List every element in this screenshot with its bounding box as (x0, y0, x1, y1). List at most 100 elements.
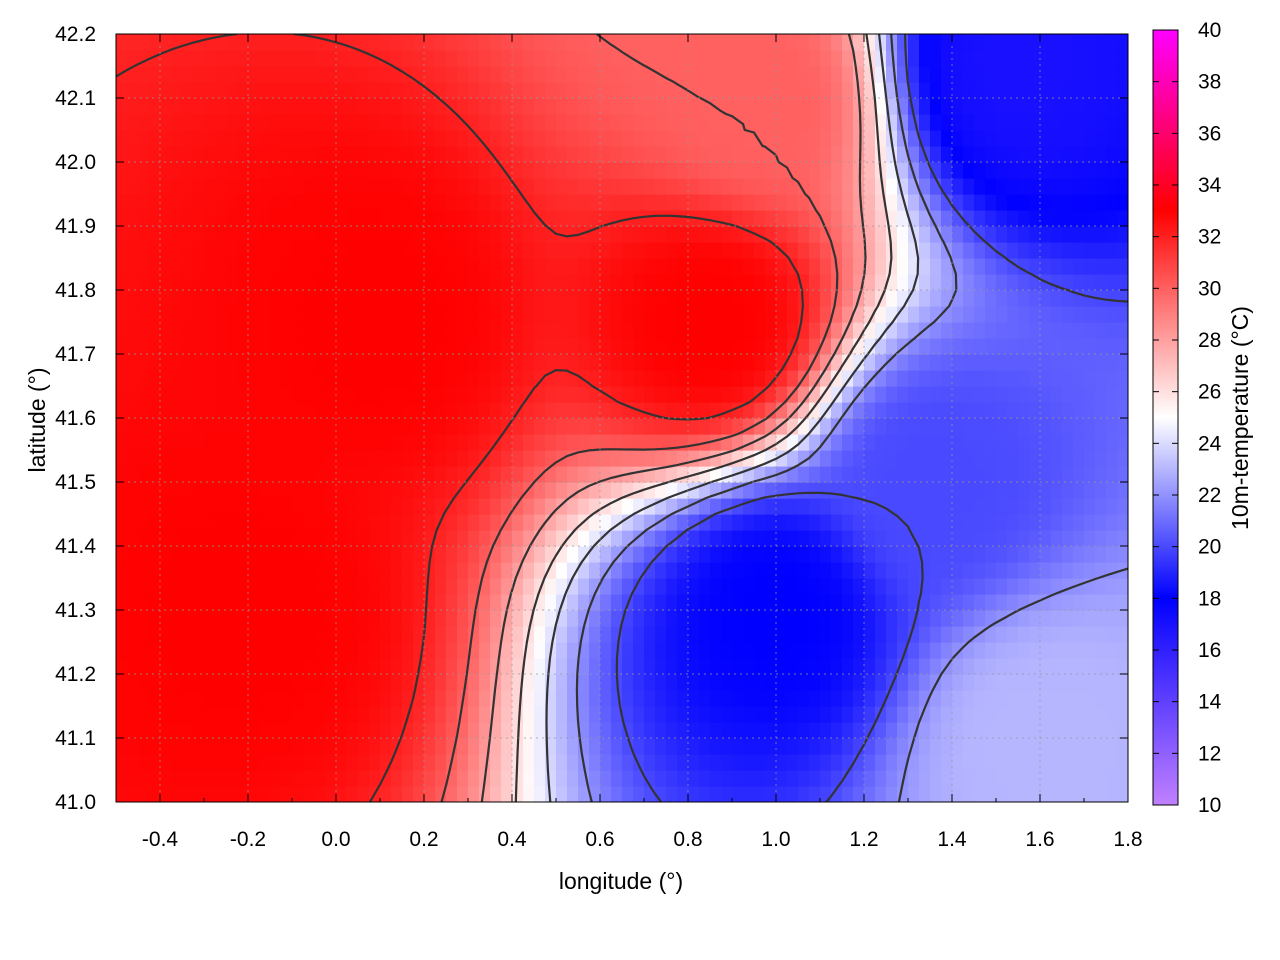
heatmap-cell (666, 786, 678, 802)
heatmap-cell (501, 82, 513, 99)
heatmap-cell (336, 546, 348, 563)
heatmap-cell (985, 66, 997, 83)
heatmap-cell (655, 82, 667, 99)
heatmap-cell (1029, 658, 1041, 675)
heatmap-cell (897, 418, 909, 435)
heatmap-cell (281, 50, 293, 67)
heatmap-cell (930, 242, 942, 259)
heatmap-cell (347, 530, 359, 547)
heatmap-cell (974, 546, 986, 563)
heatmap-cell (1007, 434, 1019, 451)
heatmap-cell (1051, 786, 1063, 802)
heatmap-cell (864, 722, 876, 739)
heatmap-cell (919, 114, 931, 131)
heatmap-cell (523, 658, 535, 675)
heatmap-cell (468, 274, 480, 291)
heatmap-cell (655, 418, 667, 435)
heatmap-cell (116, 226, 128, 243)
heatmap-cell (754, 338, 766, 355)
heatmap-cell (820, 82, 832, 99)
heatmap-cell (1084, 530, 1096, 547)
heatmap-cell (820, 306, 832, 323)
heatmap-cell (380, 258, 392, 275)
heatmap-cell (369, 738, 381, 755)
heatmap-cell (380, 610, 392, 627)
heatmap-cell (534, 242, 546, 259)
heatmap-cell (677, 242, 689, 259)
heatmap-cell (941, 114, 953, 131)
heatmap-cell (699, 418, 711, 435)
heatmap-cell (314, 370, 326, 387)
heatmap-cell (1117, 146, 1128, 163)
heatmap-cell (149, 130, 161, 147)
heatmap-cell (523, 754, 535, 771)
heatmap-cell (1084, 114, 1096, 131)
colorbar-tick-label: 20 (1198, 536, 1221, 559)
heatmap-cell (1062, 146, 1074, 163)
heatmap-cell (897, 226, 909, 243)
heatmap-cell (215, 354, 227, 371)
heatmap-cell (1117, 402, 1128, 419)
heatmap-cell (567, 258, 579, 275)
heatmap-cell (897, 306, 909, 323)
heatmap-cell (116, 594, 128, 611)
heatmap-cell (996, 578, 1008, 595)
heatmap-cell (215, 754, 227, 771)
heatmap-cell (985, 354, 997, 371)
heatmap-cell (853, 242, 865, 259)
heatmap-cell (149, 706, 161, 723)
heatmap-cell (699, 258, 711, 275)
heatmap-cell (600, 706, 612, 723)
heatmap-cell (116, 722, 128, 739)
heatmap-cell (138, 450, 150, 467)
heatmap-cell (237, 674, 249, 691)
heatmap-cell (633, 770, 645, 787)
heatmap-cell (655, 690, 667, 707)
heatmap-cell (864, 786, 876, 802)
heatmap-cell (1062, 418, 1074, 435)
heatmap-cell (633, 226, 645, 243)
heatmap-cell (853, 658, 865, 675)
heatmap-cell (633, 562, 645, 579)
heatmap-cell (952, 658, 964, 675)
heatmap-cell (303, 354, 315, 371)
heatmap-cell (721, 322, 733, 339)
heatmap-cell (864, 610, 876, 627)
heatmap-cell (1095, 130, 1107, 147)
heatmap-cell (204, 66, 216, 83)
heatmap-cell (435, 578, 447, 595)
heatmap-cell (930, 34, 942, 51)
heatmap-cell (655, 370, 667, 387)
heatmap-cell (798, 770, 810, 787)
heatmap-cell (1062, 498, 1074, 515)
heatmap-cell (589, 66, 601, 83)
heatmap-cell (281, 498, 293, 515)
heatmap-cell (468, 306, 480, 323)
heatmap-cell (380, 338, 392, 355)
heatmap-cell (248, 594, 260, 611)
heatmap-cell (1018, 690, 1030, 707)
heatmap-cell (490, 274, 502, 291)
heatmap-cell (446, 722, 458, 739)
heatmap-cell (1007, 226, 1019, 243)
heatmap-cell (754, 514, 766, 531)
heatmap-cell (831, 594, 843, 611)
heatmap-cell (281, 386, 293, 403)
heatmap-cell (380, 626, 392, 643)
heatmap-cell (578, 610, 590, 627)
heatmap-cell (347, 466, 359, 483)
heatmap-cell (677, 34, 689, 51)
heatmap-cell (270, 146, 282, 163)
heatmap-cell (1040, 130, 1052, 147)
heatmap-cell (776, 114, 788, 131)
heatmap-cell (380, 322, 392, 339)
heatmap-cell (1051, 66, 1063, 83)
heatmap-cell (820, 242, 832, 259)
heatmap-cell (1051, 594, 1063, 611)
heatmap-cell (490, 242, 502, 259)
heatmap-cell (611, 690, 623, 707)
heatmap-cell (765, 162, 777, 179)
heatmap-cell (974, 386, 986, 403)
heatmap-cell (864, 338, 876, 355)
heatmap-cell (666, 754, 678, 771)
